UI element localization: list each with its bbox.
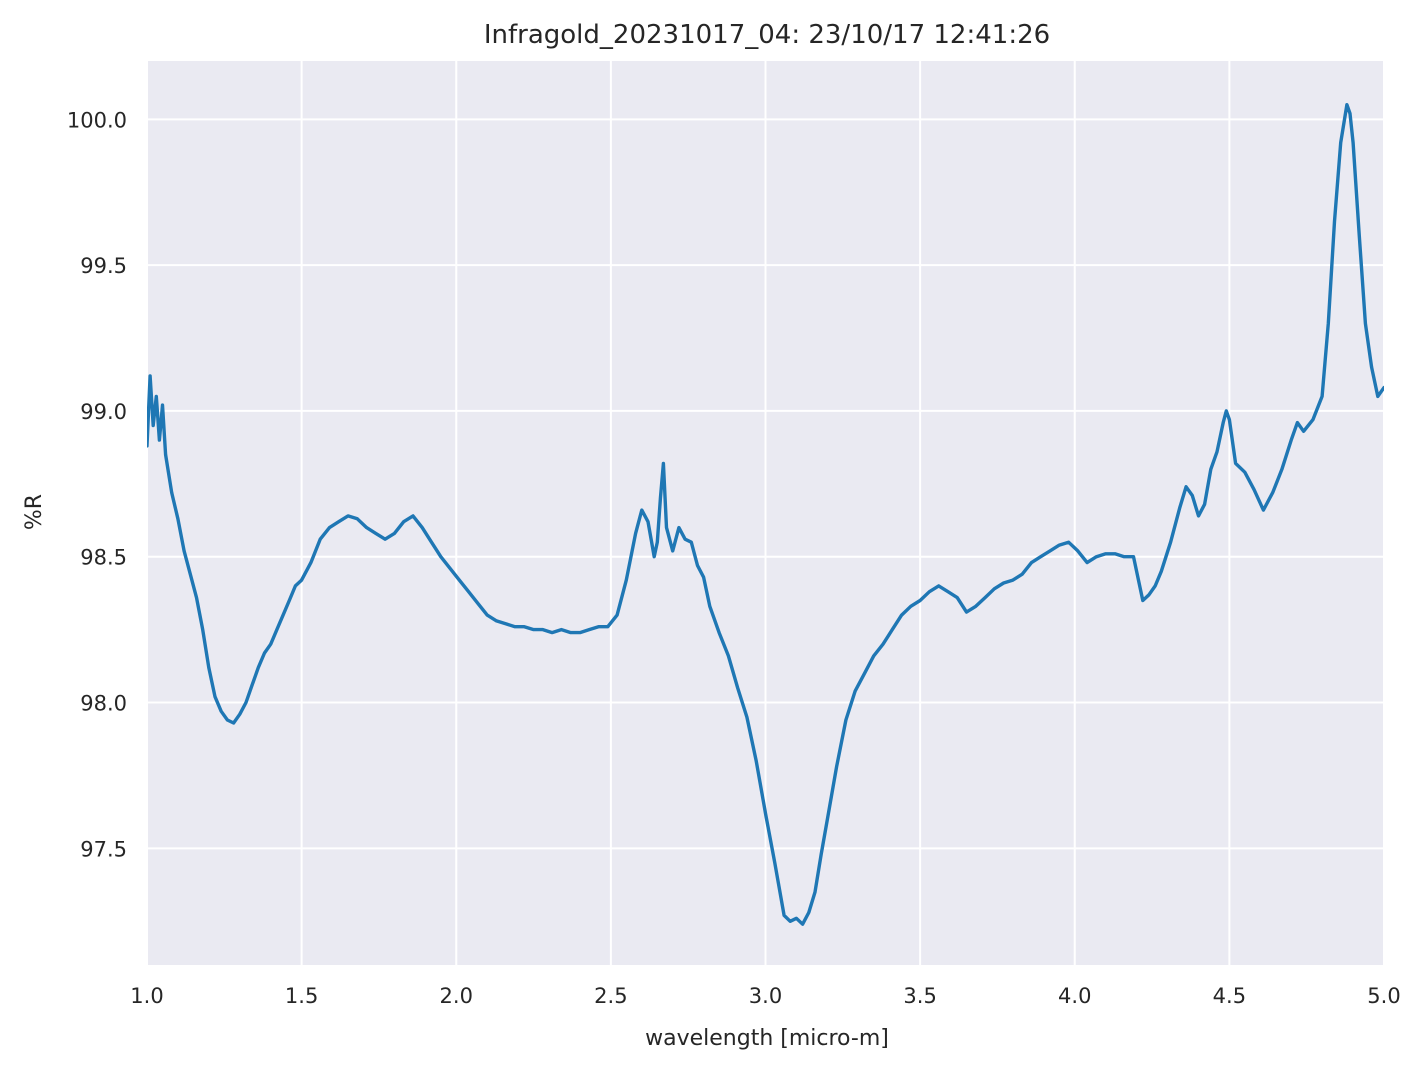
series-line — [147, 103, 1384, 926]
chart-title: Infragold_20231017_04: 23/10/17 12:41:26 — [484, 20, 1050, 50]
y-axis-label: %R — [22, 494, 47, 530]
x-tick-labels: 1.0 1.5 2.0 2.5 3.0 3.5 4.0 4.5 5.0 — [130, 984, 1400, 1008]
x-tick-label: 2.5 — [594, 984, 627, 1008]
y-tick-label: 100.0 — [67, 108, 127, 132]
series-layer — [147, 103, 1384, 926]
x-gridlines — [146, 61, 1385, 965]
y-tick-label: 98.0 — [80, 692, 127, 716]
x-tick-label: 3.0 — [749, 984, 782, 1008]
y-tick-label: 98.5 — [80, 546, 127, 570]
x-tick-label: 5.0 — [1367, 984, 1400, 1008]
y-tick-label: 99.5 — [80, 254, 127, 278]
x-tick-label: 3.5 — [903, 984, 936, 1008]
y-gridlines — [147, 118, 1384, 850]
x-tick-label: 2.0 — [440, 984, 473, 1008]
x-tick-label: 1.0 — [130, 984, 163, 1008]
x-tick-label: 1.5 — [285, 984, 318, 1008]
y-tick-label: 97.5 — [80, 837, 127, 861]
y-tick-label: 99.0 — [80, 400, 127, 424]
y-tick-labels: 97.5 98.0 98.5 99.0 99.5 100.0 — [67, 108, 127, 861]
x-tick-label: 4.0 — [1058, 984, 1091, 1008]
x-axis-label: wavelength [micro-m] — [645, 1026, 889, 1051]
x-tick-label: 4.5 — [1213, 984, 1246, 1008]
